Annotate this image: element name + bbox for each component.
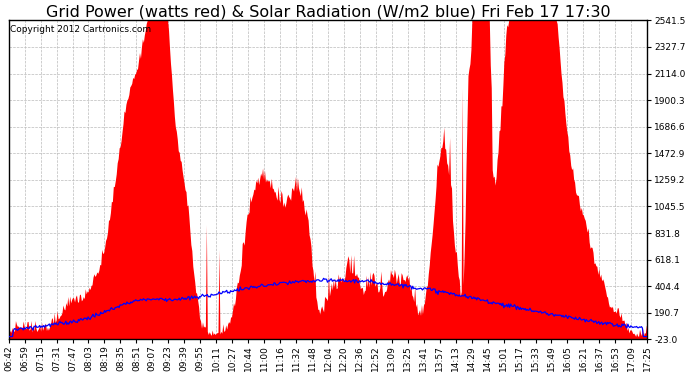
Title: Grid Power (watts red) & Solar Radiation (W/m2 blue) Fri Feb 17 17:30: Grid Power (watts red) & Solar Radiation… xyxy=(46,4,610,19)
Text: Copyright 2012 Cartronics.com: Copyright 2012 Cartronics.com xyxy=(10,25,151,34)
